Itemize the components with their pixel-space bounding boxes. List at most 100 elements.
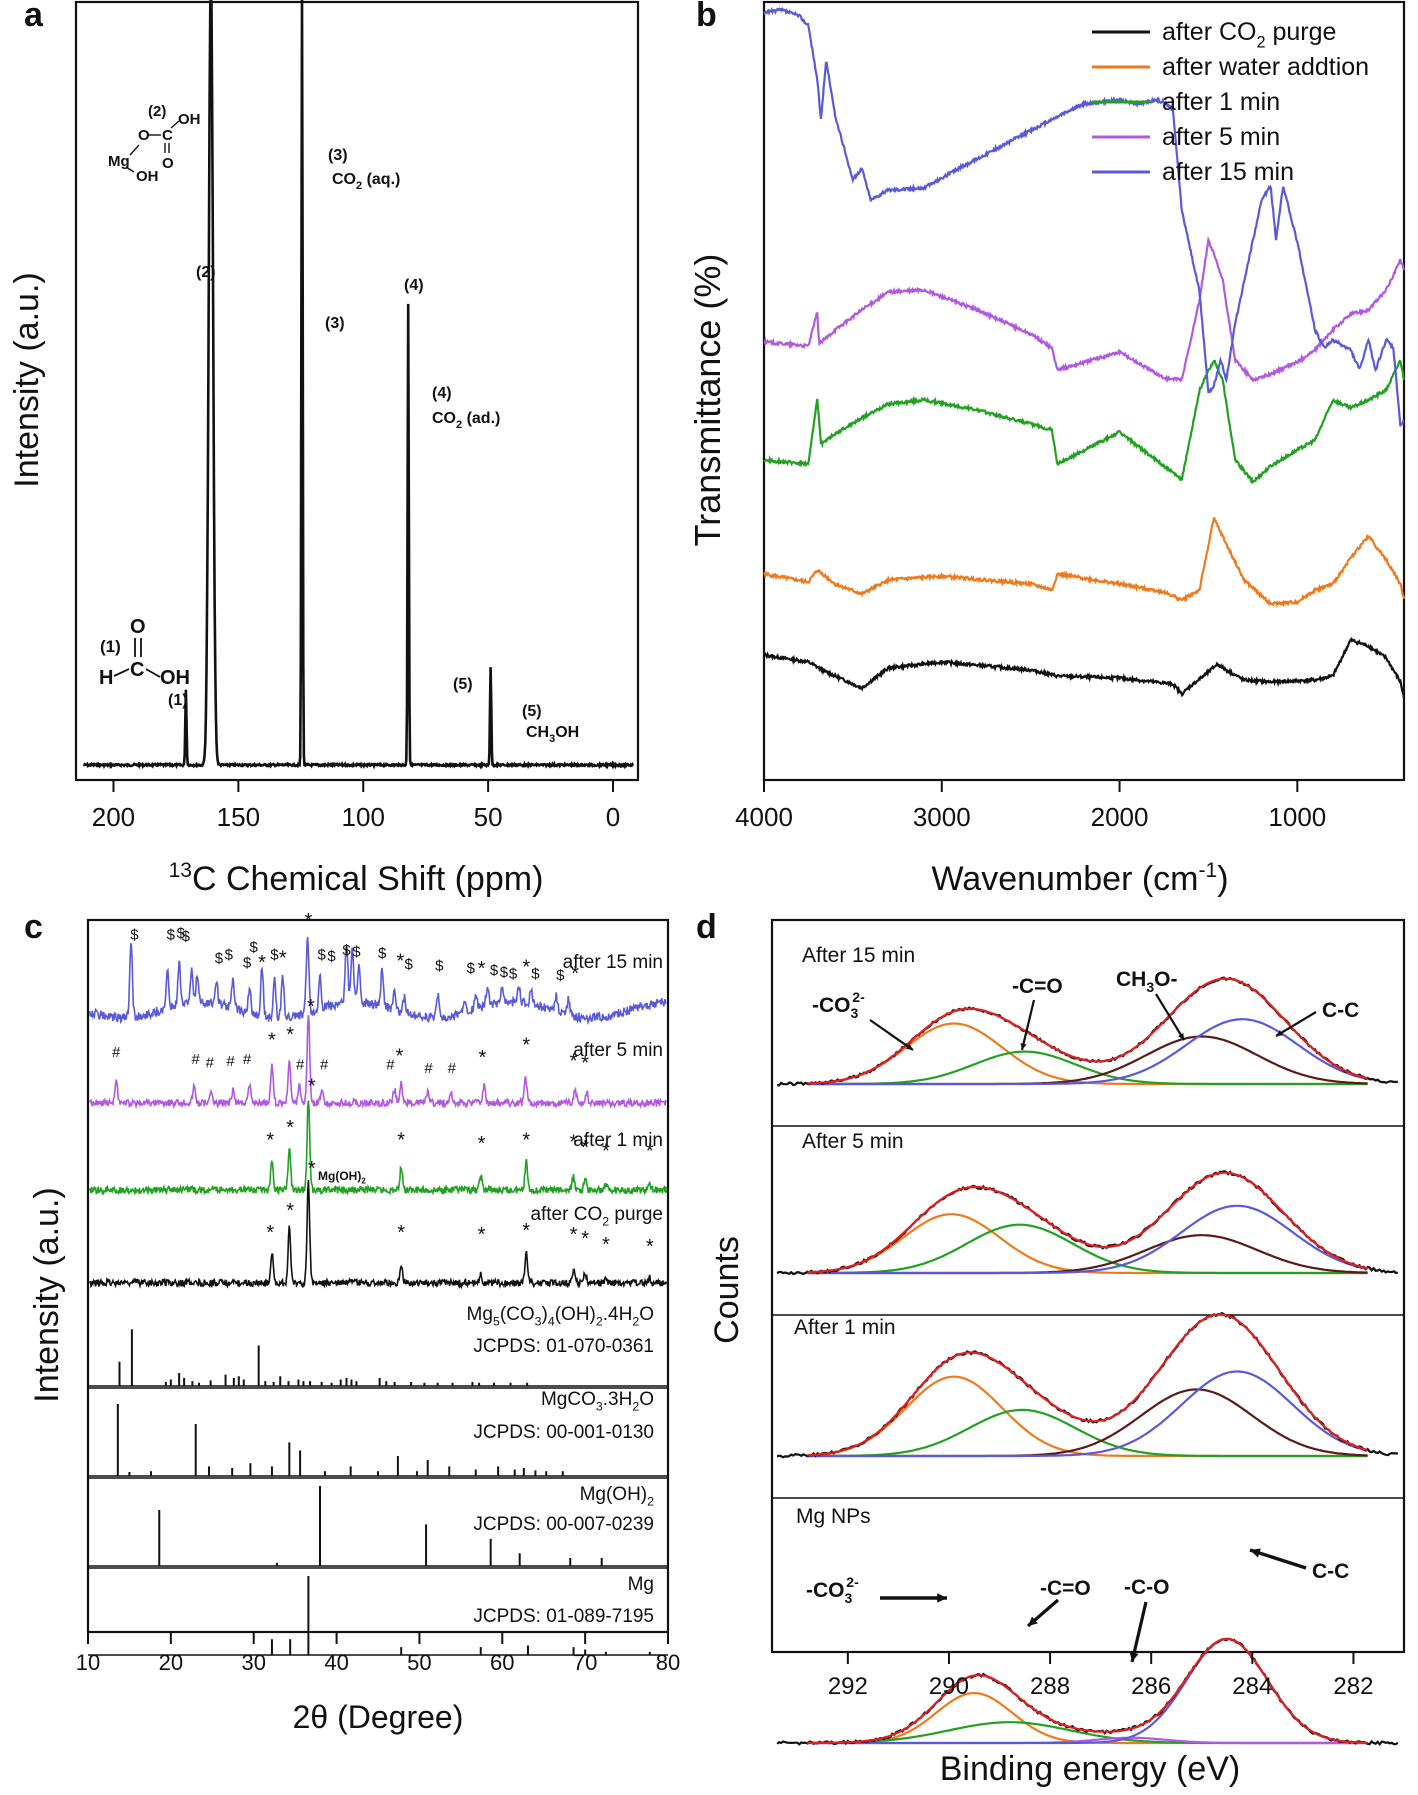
panel-c-peak-mark-3-9: *: [646, 1236, 654, 1258]
panel-c-ref-formula-0-part-8: .4H: [603, 1304, 633, 1325]
panel-c-peak-mark-1-16: *: [570, 1051, 578, 1073]
panel-c-trace-label-0-part-0: after 15 min: [563, 952, 663, 973]
panel-c-mgoh2-mark-part-1: 2: [361, 1177, 366, 1186]
panel-d-component-1-3: [807, 1204, 1368, 1275]
panel-b-series-line-0: [763, 637, 1406, 699]
panel-a-nmr-spectrum: [83, 0, 635, 770]
panel-d-envelope-2: [807, 1313, 1368, 1457]
panel-a-x-tick-label-2: 100: [342, 802, 385, 832]
panel-c-peak-mark-1-11: *: [396, 1045, 404, 1067]
panel-c-peak-mark-0-16: $: [378, 945, 387, 962]
panel-c-ref-formula-2-part-0: Mg(OH): [580, 1484, 648, 1505]
panel-d-x-tick-label-1: 290: [929, 1673, 969, 1700]
panel-c-mgoh2-mark: Mg(OH)2: [318, 1169, 366, 1186]
panel-d-x-tick-label-2: 288: [1030, 1673, 1070, 1700]
formate-oh-bond: [145, 668, 161, 678]
panel-d-x-tick-label-5: 282: [1333, 1673, 1373, 1700]
panel-c-peak-mark-2-0: *: [266, 1130, 274, 1152]
panel-c-peak-mark-0-8: *: [258, 952, 266, 974]
panel-c-x-tick-label-7: 80: [656, 1650, 680, 1675]
bicarb-C: C: [162, 127, 173, 144]
panel-c-ref-formula-0-part-5: 4: [548, 1315, 555, 1329]
panel-a-peak-label-5: (5): [453, 676, 473, 693]
panel-a-peak-label-2: (2): [196, 264, 216, 281]
panel-c-peak-mark-0-23: $: [500, 964, 509, 981]
panel-c-x-ticks: 10 20 30 40 50 60 70 80: [76, 1632, 680, 1675]
panel-c-trace-1: [88, 1015, 667, 1110]
panel-b-series-line-2: [763, 359, 1406, 485]
panel-d-x-tick-label-3: 286: [1131, 1673, 1171, 1700]
panel-b-legend-label-1: after water addtion: [1162, 53, 1369, 81]
panel-d-label-co3-bottom-sup: 2-: [846, 1574, 859, 1590]
bicarb-OH2: OH: [136, 168, 159, 185]
panel-c-peak-mark-1-14: *: [479, 1047, 487, 1069]
panel-a-xlabel-sup: 13: [169, 859, 192, 882]
panel-c-x-tick-label-2: 30: [241, 1650, 265, 1675]
panel-d-x-ticks: 292 290 288 286 284 282: [828, 1652, 1373, 1700]
panel-c-peak-mark-0-25: *: [522, 957, 530, 979]
panel-c-x-tick-label-0: 10: [76, 1650, 100, 1675]
panel-d-label-co3-bottom: -CO32-: [806, 1574, 859, 1606]
panel-c-ref-formula-0-part-9: 2: [632, 1315, 639, 1329]
panel-d-label-co3-top: -CO32-: [812, 989, 865, 1021]
bicarb-O1: O: [138, 127, 150, 144]
panel-c-peak-mark-0-11: *: [305, 910, 313, 932]
panel-c-peak-mark-3-8: *: [602, 1234, 610, 1256]
panel-c-trace-label-1: after 5 min: [573, 1040, 663, 1061]
panel-c-ref-jcpds-2: JCPDS: 00-007-0239: [473, 1514, 654, 1535]
panel-a-peak-label-3: (3): [325, 315, 345, 332]
panel-c-peak-mark-2-5: *: [522, 1130, 530, 1152]
panel-c-peak-mark-0-4: $: [215, 950, 224, 967]
panel-d-component-2-0: [807, 1375, 1368, 1458]
panel-d-arrow-ch3o-head: [1178, 1032, 1184, 1040]
bicarb-OH1: OH: [178, 111, 201, 128]
panel-d-envelope-3: [807, 1637, 1368, 1744]
panel-c-peak-mark-0-14: $: [342, 942, 351, 959]
panel-c-peak-mark-1-17: *: [581, 1052, 589, 1074]
panel-c-peak-mark-0-28: *: [571, 963, 579, 985]
panel-c-peak-mark-0-26: $: [531, 965, 540, 982]
panel-c-peak-mark-1-10: #: [386, 1056, 395, 1073]
panel-b-xlabel-tail: ): [1217, 860, 1228, 898]
panel-d: d After 15 min After 5 min After 1 min Mg N…: [696, 908, 1406, 1788]
panel-a-x-tick-label-0: 200: [92, 802, 135, 832]
panel-d-label-co3-bottom-sub: 3: [845, 1590, 853, 1606]
panel-a-peak-label-4: (4): [404, 277, 424, 294]
bicarb-Mg: Mg: [108, 153, 130, 170]
panel-c-xrd-content: after 15 min after 5 min after 1 min after …: [88, 910, 668, 1656]
panel-c-peak-mark-1-1: #: [192, 1051, 201, 1068]
ch3oh-text: CH: [526, 724, 549, 741]
panel-b-xlabel-main: Wavenumber (cm: [931, 860, 1198, 898]
panel-d-label-cc-top: C-C: [1322, 999, 1359, 1022]
panel-d-spectrum-title-2: After 1 min: [794, 1316, 896, 1339]
panel-c-y-axis-label: Intensity (a.u.): [28, 1187, 66, 1402]
panel-d-spectrum-title-0: After 15 min: [802, 944, 915, 967]
panel-d-label-ceo-bottom: -C=O: [1040, 1577, 1091, 1600]
panel-d-y-axis-label: Counts: [708, 1236, 746, 1344]
panel-d-label-cc-bottom: C-C: [1312, 1560, 1349, 1583]
panel-c-trace-label-3: after CO2 purge: [530, 1204, 663, 1229]
panel-c-peak-mark-3-3: *: [397, 1222, 405, 1244]
panel-d-arrow-cc-top-head: [1276, 1030, 1284, 1036]
panel-c-ref-formula-2: Mg(OH)2: [580, 1484, 655, 1509]
panel-c-ref-formula-1-part-3: 2: [632, 1400, 639, 1414]
formate-num: (1): [100, 637, 121, 656]
panel-c-peak-mark-1-6: *: [286, 1024, 294, 1046]
panel-b-legend-label-2-part-0: after 1 min: [1162, 88, 1280, 116]
co2ad-sub: 2: [456, 419, 462, 431]
panel-c-x-axis-label: 2θ (Degree): [293, 1699, 464, 1735]
panel-d-x-axis-label: Binding energy (eV): [940, 1750, 1241, 1788]
panel-c-trace-3: [88, 1180, 668, 1290]
panel-c-ref-formula-0-part-4: ): [542, 1304, 548, 1325]
panel-c-peak-mark-2-1: *: [286, 1117, 294, 1139]
panel-d-label-co3-top-sup: 2-: [852, 989, 865, 1005]
panel-d-component-2-3: [807, 1370, 1368, 1458]
panel-c-peak-mark-1-13: #: [448, 1060, 457, 1077]
panel-c-trace-0: [88, 936, 667, 1026]
panel-b-legend-label-0: after CO2 purge: [1162, 18, 1336, 52]
co2ad-label: CO2 (ad.): [432, 410, 500, 431]
panel-d-arrow-ceo-top-head: [1020, 1043, 1027, 1050]
panel-c-ref-formula-1-part-0: MgCO: [541, 1389, 596, 1410]
panel-c-trace-label-0: after 15 min: [563, 952, 663, 973]
panel-c-peak-mark-0-5: $: [225, 947, 234, 964]
